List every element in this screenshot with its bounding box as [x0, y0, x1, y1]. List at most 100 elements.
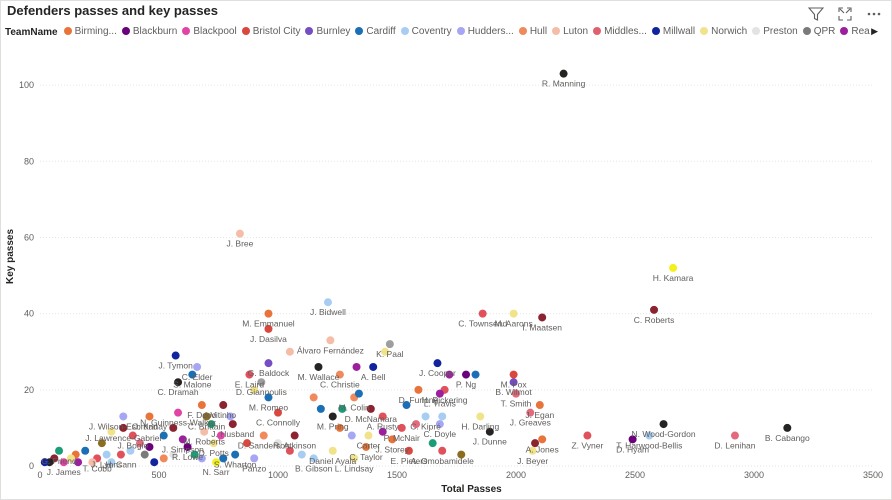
data-point: [264, 359, 273, 368]
legend-item[interactable]: Preston: [752, 26, 798, 37]
data-point: [159, 431, 168, 440]
more-options-icon[interactable]: [866, 7, 882, 23]
legend-marker: [355, 27, 364, 36]
legend-item[interactable]: Coventry: [400, 26, 452, 37]
x-tick-label: 2000: [506, 470, 526, 480]
legend-item[interactable]: Hull: [518, 26, 547, 37]
focus-mode-icon[interactable]: [838, 7, 852, 23]
data-label: J. Lawrence-Gabriel: [85, 433, 161, 443]
data-point: [388, 435, 397, 444]
data-point: [285, 347, 294, 356]
data-point: [509, 309, 518, 318]
data-point: [445, 370, 454, 379]
data-point: [471, 370, 480, 379]
data-point: [583, 431, 592, 440]
data-point: [219, 454, 228, 463]
data-point: [235, 229, 244, 238]
data-point: [457, 450, 466, 459]
legend-item[interactable]: Blackpool: [182, 26, 237, 37]
data-label: E. Laird: [235, 380, 265, 390]
data-label: J. James: [47, 467, 81, 477]
data-label: P. Ng: [456, 380, 476, 390]
data-label: C. Christie: [320, 380, 360, 390]
legend-item[interactable]: Luton: [552, 26, 588, 37]
data-point: [264, 393, 273, 402]
legend-item[interactable]: Blackburn: [121, 26, 177, 37]
legend-marker: [752, 27, 761, 36]
legend-item[interactable]: Hudders...: [456, 26, 514, 37]
y-tick-label: 0: [29, 461, 34, 471]
data-label: T. Smith: [501, 399, 532, 409]
data-point: [228, 420, 237, 429]
data-label: H. Kamara: [653, 273, 694, 283]
data-label: D. Lenihan: [714, 441, 755, 451]
legend-items: Birming... Blackburn Blackpool Bristol City…: [63, 26, 870, 39]
data-label: R. Atkinson: [273, 441, 316, 451]
legend-item[interactable]: Cardiff: [355, 26, 396, 37]
data-point: [207, 420, 216, 429]
x-tick-label: 500: [151, 470, 166, 480]
data-label: L. Lindsay: [335, 463, 374, 473]
data-point: [438, 412, 447, 421]
data-point: [462, 370, 471, 379]
data-point: [174, 408, 183, 417]
x-tick-label: 3500: [863, 470, 883, 480]
data-point: [309, 393, 318, 402]
data-label: K. Paal: [376, 349, 404, 359]
data-point: [435, 389, 444, 398]
data-label: C. Dramah: [157, 387, 198, 397]
data-label: N. Guinness-Walker: [140, 418, 216, 428]
legend-item[interactable]: QPR: [802, 26, 835, 37]
data-label: C. Kipré: [410, 421, 441, 431]
filter-icon[interactable]: [807, 7, 825, 23]
legend-next-arrow-icon[interactable]: ▶: [871, 26, 878, 36]
data-label: L. Travis: [424, 399, 456, 409]
data-label: J. Dunne: [473, 437, 507, 447]
data-label: H. Cann: [105, 460, 136, 470]
x-tick-label: 3000: [744, 470, 764, 480]
legend-marker: [182, 27, 191, 36]
data-point: [559, 69, 568, 78]
data-label: J. Wilson-Esbrand: [89, 421, 158, 431]
data-point: [102, 450, 111, 459]
data-label: I. Maatsen: [522, 322, 562, 332]
data-label: G. Friend: [41, 456, 77, 466]
data-label: Panzo: [242, 463, 266, 473]
legend-item[interactable]: Millwall: [651, 26, 695, 37]
data-label: M. Wallace: [298, 372, 340, 382]
legend-marker: [802, 27, 811, 36]
data-point: [290, 431, 299, 440]
data-label: D. Furlong: [399, 395, 439, 405]
data-point: [335, 423, 344, 432]
data-label: B. Wilmot: [495, 387, 532, 397]
legend-item[interactable]: Norwich: [700, 26, 747, 37]
data-point: [402, 401, 411, 410]
x-tick-label: 1500: [387, 470, 407, 480]
legend-marker: [651, 27, 660, 36]
data-point: [107, 458, 116, 467]
data-point: [433, 359, 442, 368]
data-point: [193, 362, 202, 371]
data-label: J. Beyer: [517, 456, 548, 466]
data-label: H. Darling: [461, 421, 499, 431]
data-point: [435, 420, 444, 429]
data-point: [414, 385, 423, 394]
data-label: D. Hyam: [616, 444, 649, 454]
legend-item[interactable]: Burnley: [305, 26, 350, 37]
data-label: R. Manning: [542, 79, 586, 89]
legend-label: Luton: [563, 25, 589, 37]
legend-marker: [518, 27, 527, 36]
legend-item[interactable]: Birming...: [63, 26, 117, 37]
data-label: J. Bidwell: [310, 307, 346, 317]
y-tick-label: 20: [24, 385, 34, 395]
legend-label: Norwich: [711, 25, 748, 37]
data-label: T. Cobb: [82, 463, 112, 473]
data-label: Vitinho: [210, 410, 236, 420]
data-label: J. Simpson: [162, 444, 204, 454]
data-point: [190, 450, 199, 459]
legend-item[interactable]: Reading: [840, 26, 870, 37]
legend-item[interactable]: Bristol City: [241, 26, 300, 37]
data-point: [338, 404, 347, 413]
data-point: [509, 378, 518, 387]
legend-item[interactable]: Middles...: [593, 26, 647, 37]
